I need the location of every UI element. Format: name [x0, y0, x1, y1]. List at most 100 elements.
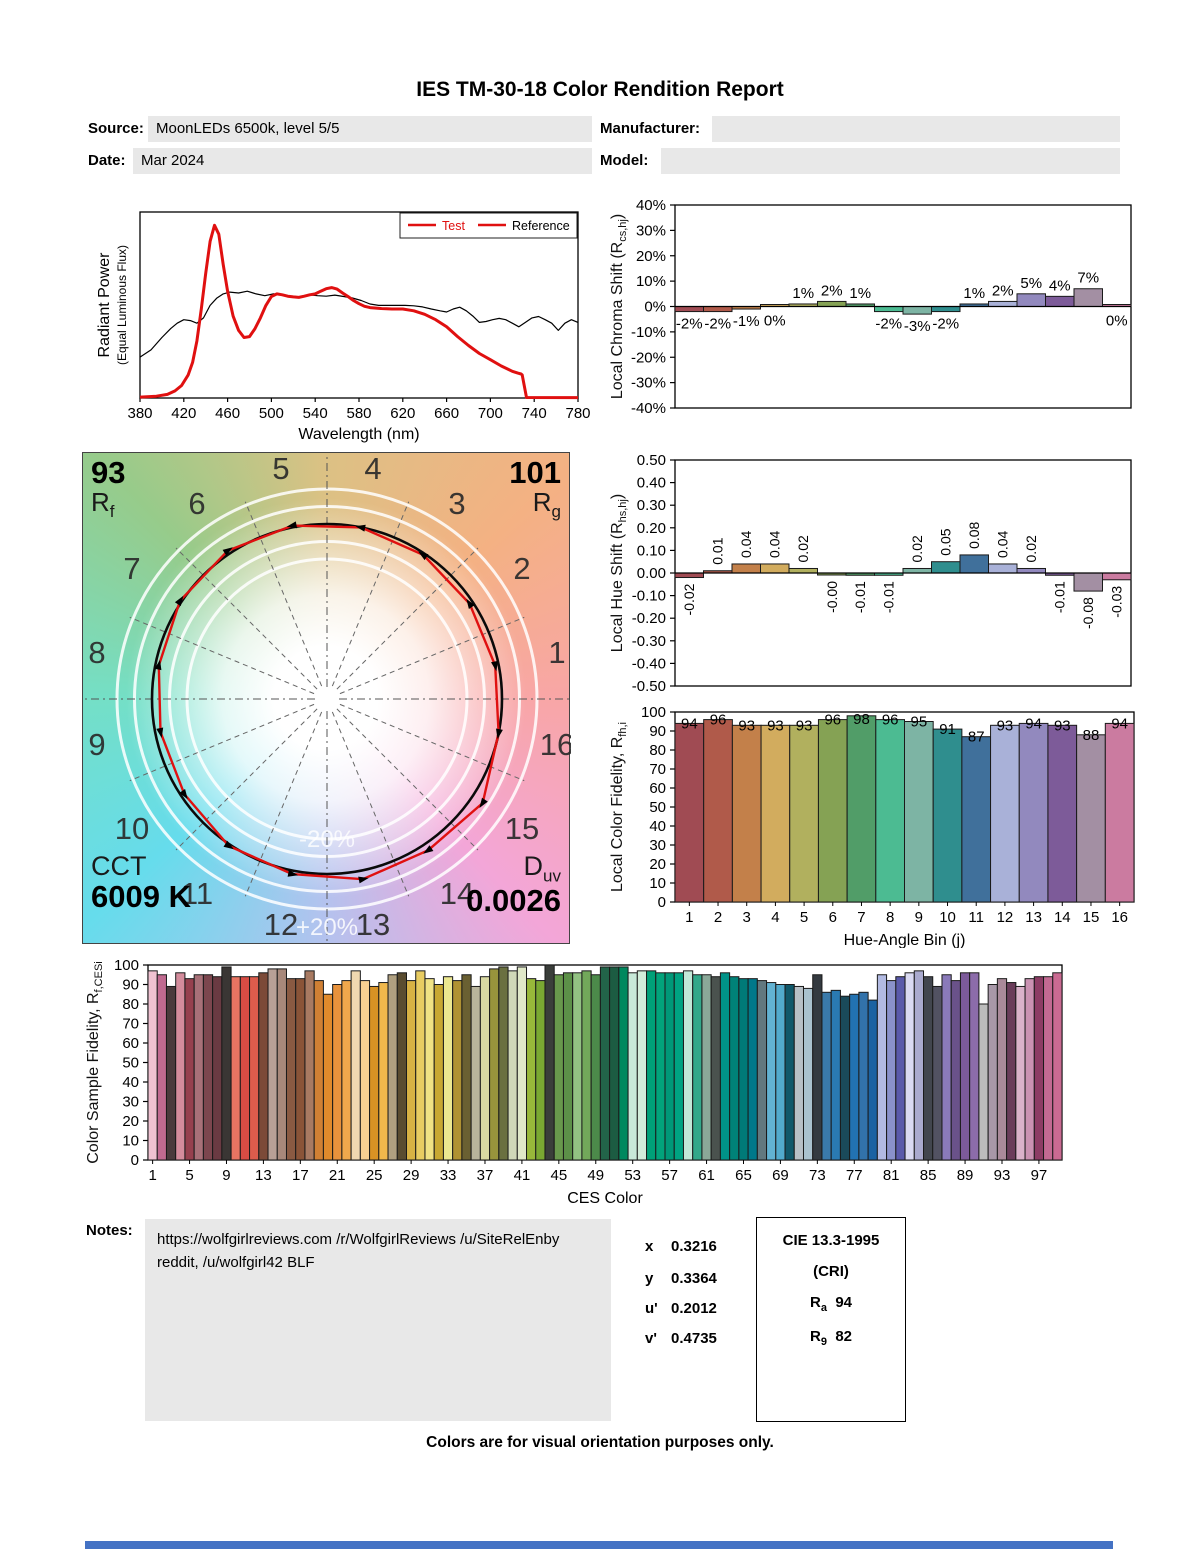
- duv-block: Duv 0.0026: [466, 852, 561, 916]
- hue-shift-arrow: [479, 797, 488, 808]
- x-tick: 45: [550, 1167, 567, 1184]
- y-tick: 70: [122, 1016, 139, 1033]
- bar-value: 5%: [1020, 275, 1042, 292]
- bar: [904, 721, 934, 903]
- x-tick: 13: [255, 1167, 272, 1184]
- bar: [1104, 722, 1135, 903]
- x-tick: 65: [735, 1167, 752, 1184]
- x-tick: 3: [743, 909, 751, 926]
- spd-svg: 380 420 460 500 540 580 620 660 700 740 780 Wavelen…: [96, 211, 591, 443]
- y-tick: 80: [122, 996, 139, 1013]
- x-tick: 61: [698, 1167, 715, 1184]
- bar: [599, 966, 611, 1161]
- bar: [703, 719, 733, 903]
- cri-subtitle: (CRI): [813, 1263, 849, 1280]
- chroma_shift-svg: 40%30%20%10%0%-10%-20%-30%-40%-2% -2% -1% 0…: [609, 197, 1132, 417]
- y-tick: 30: [122, 1094, 139, 1111]
- x-tick: 21: [329, 1167, 346, 1184]
- bar: [674, 722, 705, 903]
- bar: [961, 736, 992, 903]
- bar: [874, 306, 904, 313]
- y-tick: 100: [641, 704, 666, 721]
- bar: [572, 972, 583, 1161]
- hue-bin-number: 7: [123, 551, 140, 586]
- bar: [562, 972, 574, 1161]
- hue-shift-arrow: [287, 869, 299, 877]
- y-tick: -0.30: [632, 633, 666, 650]
- bar: [239, 976, 251, 1161]
- y-tick: -0.10: [632, 588, 666, 605]
- bar: [516, 966, 528, 1161]
- y-tick: 60: [649, 780, 666, 797]
- bar: [609, 966, 620, 1161]
- y-axis-label: Color Sample Fidelity, Rf,CESi: [85, 961, 105, 1164]
- bar: [322, 993, 334, 1161]
- manufacturer-value: [712, 116, 1120, 142]
- bar: [788, 567, 818, 574]
- hue-bin-number: 10: [115, 811, 149, 846]
- x-tick: 33: [440, 1167, 457, 1184]
- local-hue-shift-chart: 0.50 0.40 0.30 0.20 0.10 0.00 -0.10 -0.20 -0.30 -…: [606, 448, 1146, 698]
- cri-r9: R9 82: [810, 1328, 852, 1348]
- bar: [175, 972, 186, 1161]
- outer-ring-label: +20%: [296, 914, 358, 941]
- bar: [221, 966, 232, 1161]
- x-tick: 97: [1031, 1167, 1048, 1184]
- bar: [526, 978, 537, 1161]
- bar: [1016, 567, 1046, 574]
- bar: [902, 306, 932, 315]
- model-label: Model:: [600, 152, 649, 169]
- bar: [544, 964, 555, 1161]
- bar-value: 1%: [792, 285, 814, 302]
- y-tick: 10%: [636, 273, 666, 290]
- x-tick: 89: [957, 1167, 974, 1184]
- bin-spoke: [244, 711, 323, 897]
- x-tick: 93: [994, 1167, 1011, 1184]
- bar-value: -2%: [932, 316, 959, 333]
- bar: [674, 306, 704, 313]
- bar-value: 4%: [1049, 277, 1071, 294]
- bar-value: 0.04: [767, 530, 783, 557]
- y-tick: -30%: [631, 375, 666, 392]
- bar: [830, 989, 841, 1161]
- bar: [988, 563, 1018, 574]
- y-tick: -0.20: [632, 610, 666, 627]
- bar: [369, 985, 380, 1161]
- date-label: Date:: [88, 152, 126, 169]
- x-tick: 500: [259, 405, 284, 422]
- hue-shift-arrow: [156, 727, 164, 738]
- y-tick: 60: [122, 1035, 139, 1052]
- rg-value: 101: [509, 455, 561, 490]
- y-tick: 0: [131, 1152, 139, 1169]
- bar: [817, 300, 847, 307]
- x-tick: 29: [403, 1167, 420, 1184]
- y-axis-label: Radiant Power: [96, 252, 113, 358]
- bar-value: 94: [1025, 715, 1042, 732]
- x-tick: 8: [886, 909, 894, 926]
- hue_shift-svg: 0.50 0.40 0.30 0.20 0.10 0.00 -0.10 -0.20 -0.30 -…: [609, 452, 1132, 695]
- date-value: Mar 2024: [133, 148, 592, 174]
- bar: [1033, 976, 1045, 1161]
- bar-value: 0.05: [938, 528, 954, 555]
- hue-shift-arrow: [423, 845, 434, 854]
- bar: [498, 966, 509, 1161]
- bar: [664, 972, 675, 1161]
- series-test: [139, 223, 579, 400]
- hue-shift-arrow: [496, 728, 503, 739]
- chromaticity-x: x 0.3216: [645, 1238, 717, 1255]
- bar: [969, 972, 980, 1161]
- bar: [775, 984, 786, 1161]
- bar: [673, 972, 684, 1161]
- bar-value: -0.00: [824, 581, 840, 613]
- bar: [846, 715, 877, 903]
- x-tick: 5: [185, 1167, 193, 1184]
- bar: [184, 978, 195, 1161]
- inner-ring-label: -20%: [299, 826, 355, 853]
- bar: [1024, 978, 1035, 1161]
- hue-shift-arrow: [174, 595, 184, 607]
- rf-symbol: Rf: [91, 486, 115, 521]
- x-tick: 14: [1054, 909, 1071, 926]
- bar-value: 93: [1054, 717, 1071, 734]
- bar: [212, 976, 223, 1161]
